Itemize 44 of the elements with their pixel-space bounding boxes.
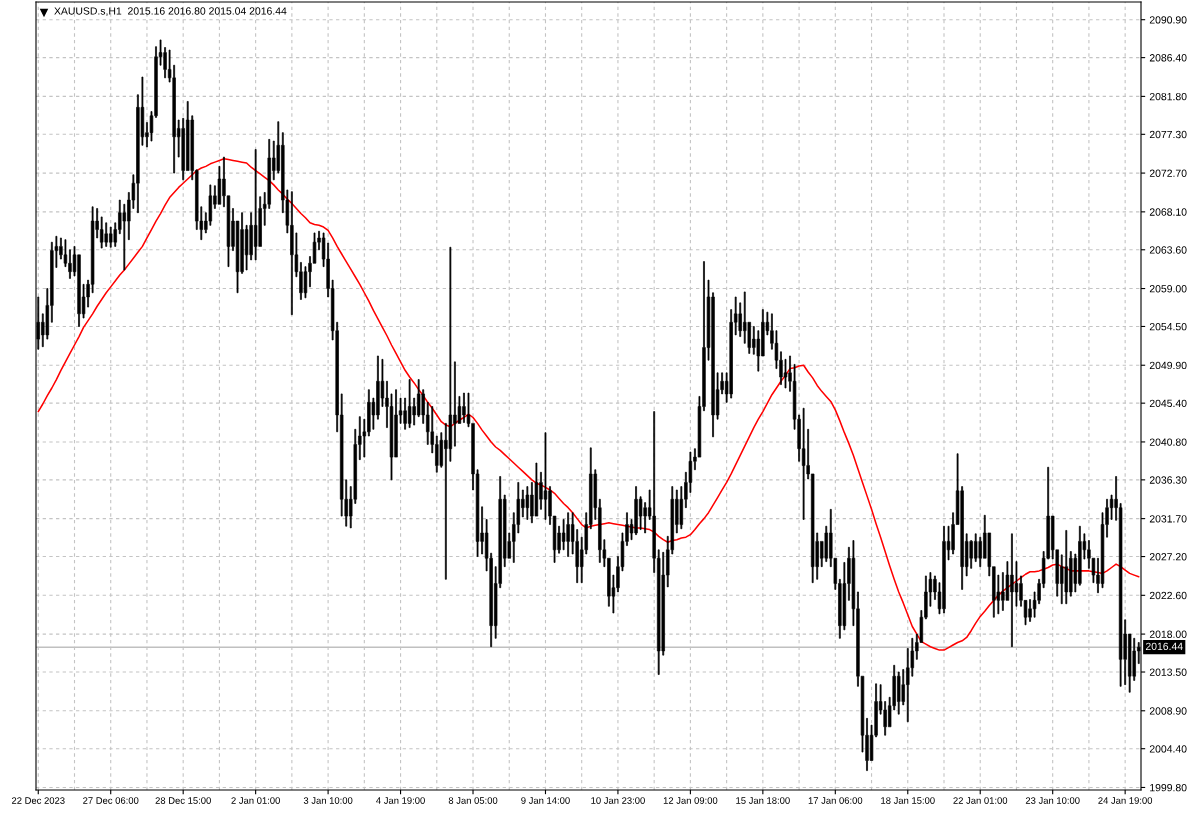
y-tick-label: 2045.40 [1149, 399, 1187, 408]
y-tick-label: 2004.40 [1149, 745, 1187, 753]
x-tick-label: 18 Jan 15:00 [881, 797, 935, 804]
x-tick-label: 15 Jan 18:00 [736, 797, 790, 804]
y-tick-label: 2059.00 [1149, 285, 1187, 293]
ref-line-label: 2016.44 [1145, 642, 1183, 651]
y-tick-label: 2022.60 [1149, 591, 1187, 600]
y-tick-label: 2013.50 [1149, 668, 1187, 676]
y-tick-label: 2086.40 [1149, 54, 1187, 62]
y-tick-label: 2072.70 [1149, 169, 1187, 177]
x-tick-label: 17 Jan 06:00 [808, 797, 863, 804]
candlestick [525, 486, 530, 520]
x-tick-label: 27 Dec 06:00 [83, 797, 139, 804]
x-tick-label: 12 Jan 09:00 [663, 797, 718, 804]
y-tick-label: 2018.00 [1149, 630, 1187, 638]
y-tick-label: 2081.80 [1149, 92, 1187, 101]
x-tick-label: 28 Dec 15:00 [155, 797, 211, 804]
x-tick-label: 24 Jan 19:00 [1098, 797, 1153, 804]
x-tick-label: 3 Jan 10:00 [303, 797, 353, 804]
x-tick-label: 4 Jan 19:00 [376, 797, 425, 804]
y-tick-label: 2063.60 [1149, 246, 1187, 254]
line-series [37, 157, 1140, 651]
candlestick [407, 379, 412, 428]
y-tick-label: 2031.70 [1149, 515, 1187, 523]
candlestick [801, 407, 806, 520]
y-tick-label: 2090.90 [1149, 16, 1187, 24]
y-tick-label: 2068.10 [1149, 208, 1187, 216]
x-tick-label: 8 Jan 05:00 [448, 797, 498, 804]
y-tick-label: 2036.30 [1149, 476, 1187, 484]
y-tick-label: 2077.30 [1149, 130, 1187, 139]
y-tick-label: 2040.80 [1149, 438, 1187, 446]
x-tick-label: 23 Jan 10:00 [1025, 797, 1080, 804]
candlestick [253, 149, 258, 261]
x-tick-label: 22 Dec 2023 [11, 797, 65, 804]
y-tick-label: 2054.50 [1149, 322, 1187, 331]
y-tick-label: 2027.20 [1149, 553, 1187, 561]
x-tick-label: 22 Jan 01:00 [953, 797, 1008, 804]
x-tick-label: 9 Jan 14:00 [521, 797, 570, 804]
y-tick-label: 2008.90 [1149, 707, 1187, 715]
chart-title: XAUUSD.s,H1 2015.16 2016.80 2015.04 2016.44 [54, 7, 287, 16]
y-tick-label: 1999.80 [1150, 783, 1187, 792]
y-tick-label: 2049.90 [1149, 361, 1187, 370]
x-tick-label: 10 Jan 23:00 [591, 797, 645, 804]
x-tick-label: 2 Jan 01:00 [231, 797, 280, 804]
